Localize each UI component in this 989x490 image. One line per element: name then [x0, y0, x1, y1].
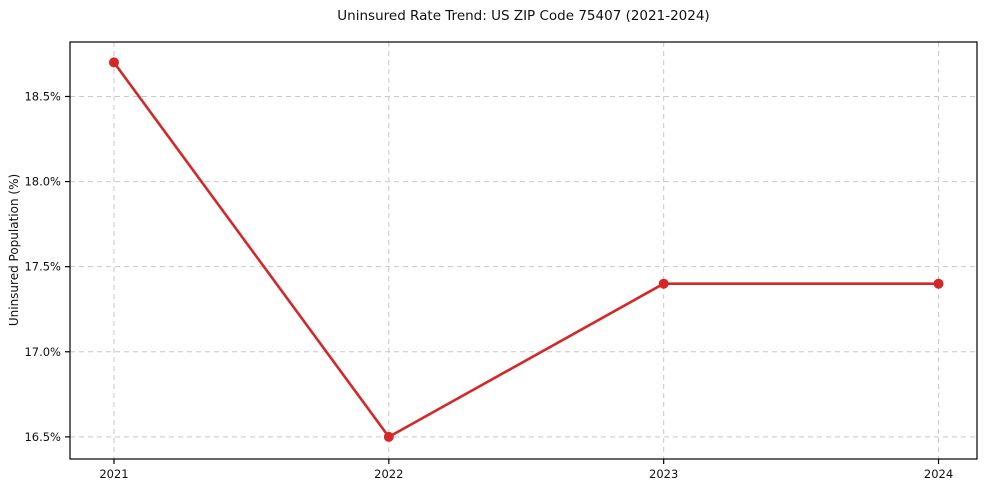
chart-title: Uninsured Rate Trend: US ZIP Code 75407 … — [337, 8, 710, 24]
data-point-marker — [383, 431, 394, 442]
x-tick-label: 2024 — [924, 467, 953, 481]
trend-line — [112, 61, 940, 439]
y-tick-label: 17.0% — [24, 345, 61, 359]
y-tick-label: 18.5% — [24, 89, 61, 103]
y-tick-label: 16.5% — [24, 430, 61, 444]
data-point-marker — [108, 57, 119, 68]
y-tick-label: 18.0% — [24, 175, 61, 189]
x-tick-label: 2023 — [649, 467, 678, 481]
plot-border — [69, 41, 978, 460]
y-tick-label: 17.5% — [24, 260, 61, 274]
data-point-marker — [933, 278, 944, 289]
x-tick-label: 2022 — [374, 467, 403, 481]
x-tick-label: 2021 — [99, 467, 128, 481]
data-point-marker — [658, 278, 669, 289]
